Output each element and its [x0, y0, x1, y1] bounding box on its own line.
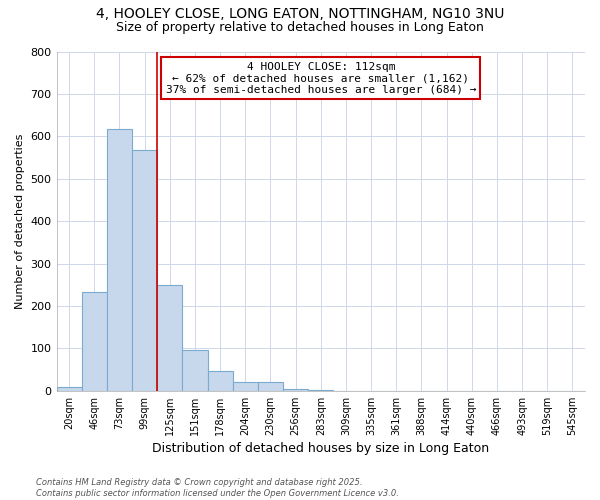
Bar [182, 350, 208, 391]
Bar [283, 388, 308, 391]
Bar [107, 129, 132, 391]
Bar [132, 150, 157, 391]
Bar [258, 382, 283, 391]
Bar [233, 382, 258, 391]
Text: 4 HOOLEY CLOSE: 112sqm
← 62% of detached houses are smaller (1,162)
37% of semi-: 4 HOOLEY CLOSE: 112sqm ← 62% of detached… [166, 62, 476, 95]
Text: Contains HM Land Registry data © Crown copyright and database right 2025.
Contai: Contains HM Land Registry data © Crown c… [36, 478, 399, 498]
Bar [157, 285, 182, 391]
Text: Size of property relative to detached houses in Long Eaton: Size of property relative to detached ho… [116, 21, 484, 34]
Text: 4, HOOLEY CLOSE, LONG EATON, NOTTINGHAM, NG10 3NU: 4, HOOLEY CLOSE, LONG EATON, NOTTINGHAM,… [96, 8, 504, 22]
Bar [308, 390, 334, 391]
Bar [208, 371, 233, 391]
Y-axis label: Number of detached properties: Number of detached properties [15, 134, 25, 309]
Bar [82, 292, 107, 391]
Bar [56, 388, 82, 391]
X-axis label: Distribution of detached houses by size in Long Eaton: Distribution of detached houses by size … [152, 442, 490, 455]
